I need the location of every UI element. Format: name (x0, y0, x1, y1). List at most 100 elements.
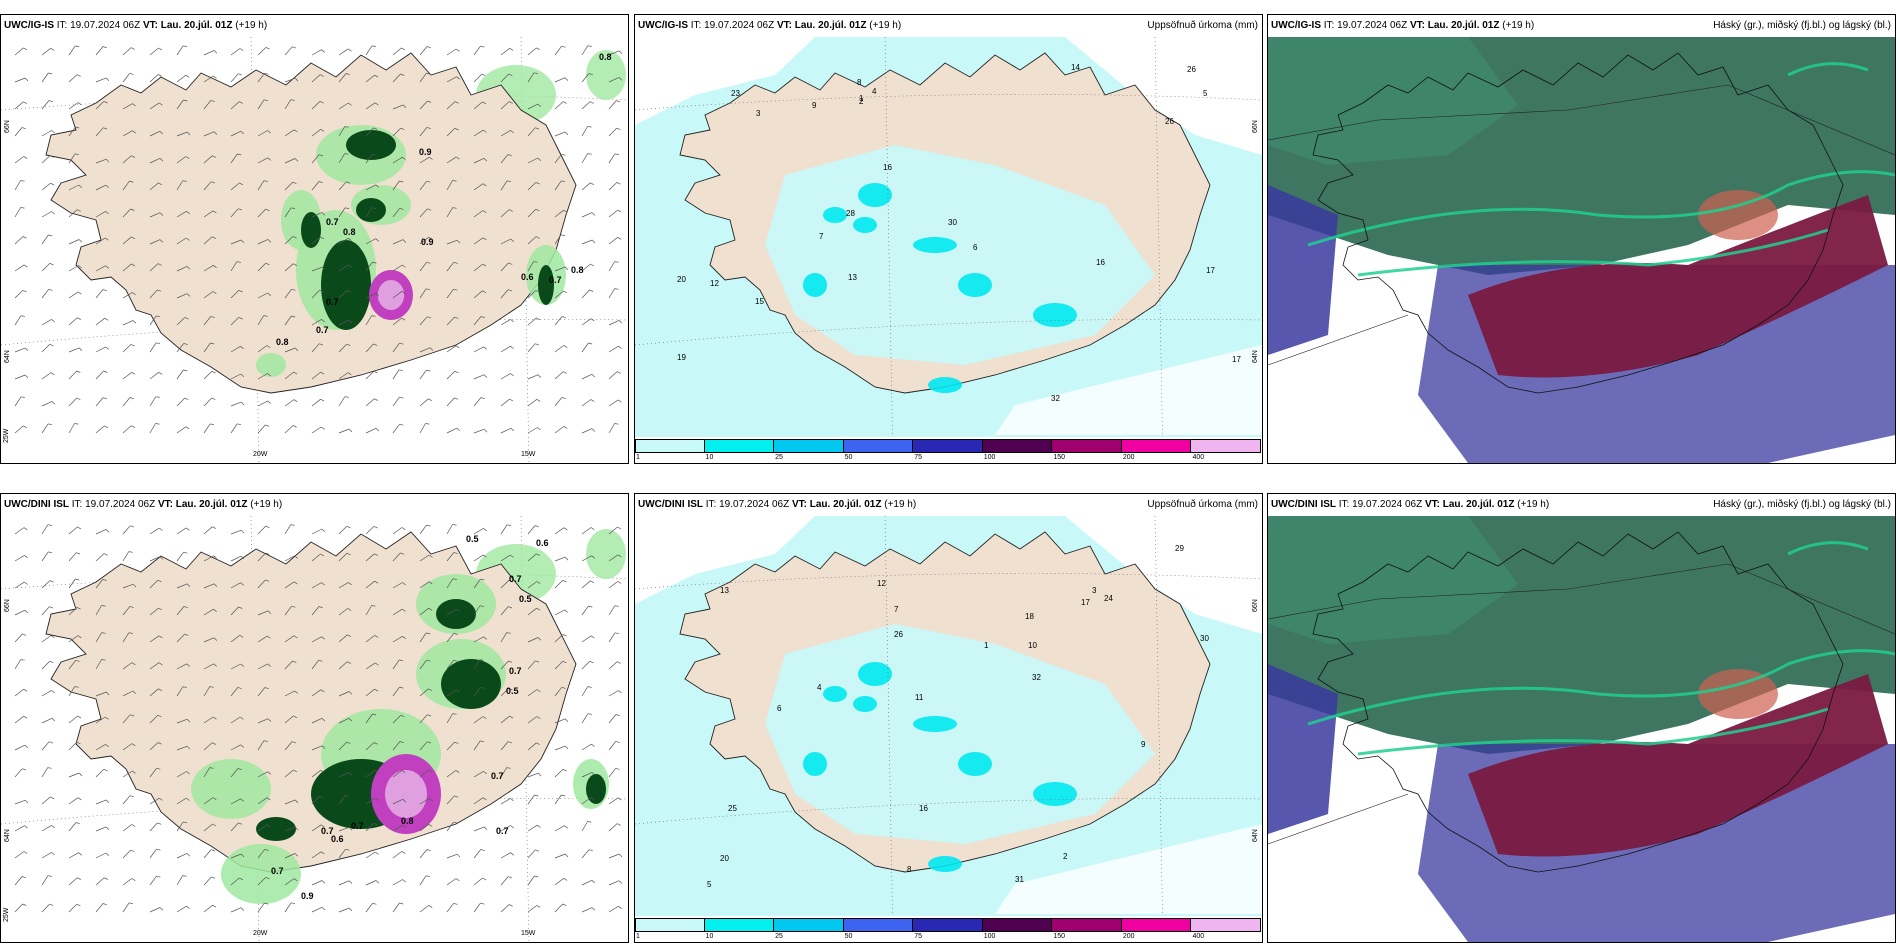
panel-header: UWC/IG-IS IT: 19.07.2024 06Z VT: Lau. 20… (635, 15, 1262, 37)
wind-barb-icon (608, 581, 619, 589)
wind-barb-icon (338, 237, 349, 245)
wind-barb-icon (149, 635, 160, 643)
wind-barb-icon (338, 717, 350, 724)
wind-barb-icon (257, 552, 266, 562)
wind-barb-icon (392, 104, 404, 110)
wind-barb-icon (41, 606, 50, 616)
wind-barb-icon (500, 660, 509, 670)
wind-barb-icon (527, 849, 536, 859)
wind-barb-icon (203, 181, 212, 191)
wind-barb-icon (500, 580, 510, 589)
wind-barb-icon (365, 184, 376, 191)
precipitation-value: 1 (984, 641, 989, 650)
wind-barb-icon (581, 318, 592, 326)
wind-barb-icon (149, 579, 159, 589)
wind-barb-icon (392, 798, 404, 805)
wind-barb-icon (392, 208, 400, 218)
wind-barb-icon (473, 771, 484, 778)
wind-barb-icon (257, 635, 268, 643)
wind-barb-icon (68, 45, 76, 56)
wind-barb-icon (419, 156, 430, 164)
wind-barb-icon (338, 661, 348, 670)
wind-barb-icon (122, 714, 131, 724)
wind-barb-icon (365, 742, 375, 751)
wind-barb-icon (581, 605, 589, 616)
wind-barb-icon (527, 581, 538, 589)
precipitation-value: 7 (819, 232, 824, 241)
wind-barb-icon (338, 207, 346, 218)
wind-barb-icon (608, 906, 619, 913)
wind-barb-icon (230, 907, 242, 913)
wind-barb-icon (581, 635, 592, 643)
wind-barb-icon (95, 184, 107, 191)
wind-barb-icon (311, 398, 321, 407)
wind-barb-icon (41, 551, 49, 562)
wind-barb-icon (257, 99, 265, 110)
wind-barb-icon (608, 526, 618, 535)
wind-barb-icon (68, 660, 76, 670)
wind-barb-icon (446, 316, 455, 326)
wind-barb-icon (527, 427, 538, 434)
wind-barb-icon (581, 289, 590, 299)
wind-barb-icon (122, 155, 132, 164)
wind-barb-icon (419, 741, 428, 751)
wind-barb-icon (122, 73, 130, 83)
wind-barb-icon (230, 768, 239, 778)
wind-barb-icon (446, 608, 457, 616)
wind-barb-icon (392, 636, 403, 643)
wind-barb-icon (284, 425, 294, 434)
wind-barb-icon (122, 344, 132, 353)
wind-barb-icon (500, 852, 511, 859)
valid-time: Lau. 20.júl. 01Z (175, 499, 248, 510)
precipitation-value: 26 (1187, 65, 1196, 74)
wind-barb-icon (122, 583, 134, 589)
wind-barb-icon (95, 852, 106, 859)
wind-barb-icon (284, 524, 291, 535)
wind-barb-icon (149, 239, 161, 245)
wind-barb-icon (581, 907, 593, 913)
precipitation-value: 14 (1071, 63, 1080, 72)
wind-barb-icon (392, 714, 402, 724)
wind-barb-icon (311, 266, 323, 272)
precipitation-value: 16 (919, 804, 928, 813)
wind-barb-icon (554, 769, 564, 778)
wind-barb-icon (527, 157, 538, 164)
wind-barb-icon (284, 99, 292, 110)
wind-barb-icon (554, 180, 562, 191)
lead-time: (+19 h) (1517, 499, 1550, 510)
cloud-cover-map (1268, 516, 1895, 942)
wind-barb-icon (122, 632, 130, 643)
wind-barb-icon (608, 690, 619, 697)
wind-barb-icon (176, 397, 185, 407)
wind-barb-icon (68, 102, 79, 110)
cloud-cover-value: 0.7 (326, 217, 339, 227)
wind-barb-icon (230, 239, 242, 245)
precipitation-value: 32 (1032, 673, 1041, 682)
wind-barb-icon (446, 713, 453, 724)
wind-barb-icon (95, 579, 104, 589)
wind-barb-icon (41, 717, 53, 724)
colorbar-tick-label: 150 (1053, 933, 1066, 940)
wind-barb-icon (230, 635, 240, 643)
wind-barb-icon (554, 209, 564, 218)
lead-time: (+19 h) (250, 499, 283, 510)
wind-barb-icon (554, 371, 564, 380)
wind-barb-icon (68, 852, 79, 859)
wind-barb-icon (149, 157, 161, 164)
precipitation-value: 2 (1063, 852, 1068, 861)
forecast-panel-3: UWC/IG-IS IT: 19.07.2024 06Z VT: Lau. 20… (1267, 14, 1896, 464)
wind-barb-icon (581, 879, 593, 886)
wind-barb-icon (230, 130, 242, 137)
wind-barb-icon (68, 686, 75, 697)
wind-barb-icon (446, 345, 457, 353)
product-name: Háský (gr.), miðský (fj.bl.) og lágský (… (1713, 20, 1891, 31)
longitude-label: 25W (3, 907, 10, 922)
wind-barb-icon (41, 48, 51, 56)
wind-barb-icon (338, 396, 346, 407)
wind-barb-icon (554, 397, 563, 407)
valid-time-label: VT: (142, 20, 158, 31)
wind-barb-icon (338, 608, 349, 616)
wind-barb-icon (203, 397, 212, 407)
colorbar-tick-label: 25 (775, 933, 783, 940)
wind-barb-icon (608, 423, 615, 434)
